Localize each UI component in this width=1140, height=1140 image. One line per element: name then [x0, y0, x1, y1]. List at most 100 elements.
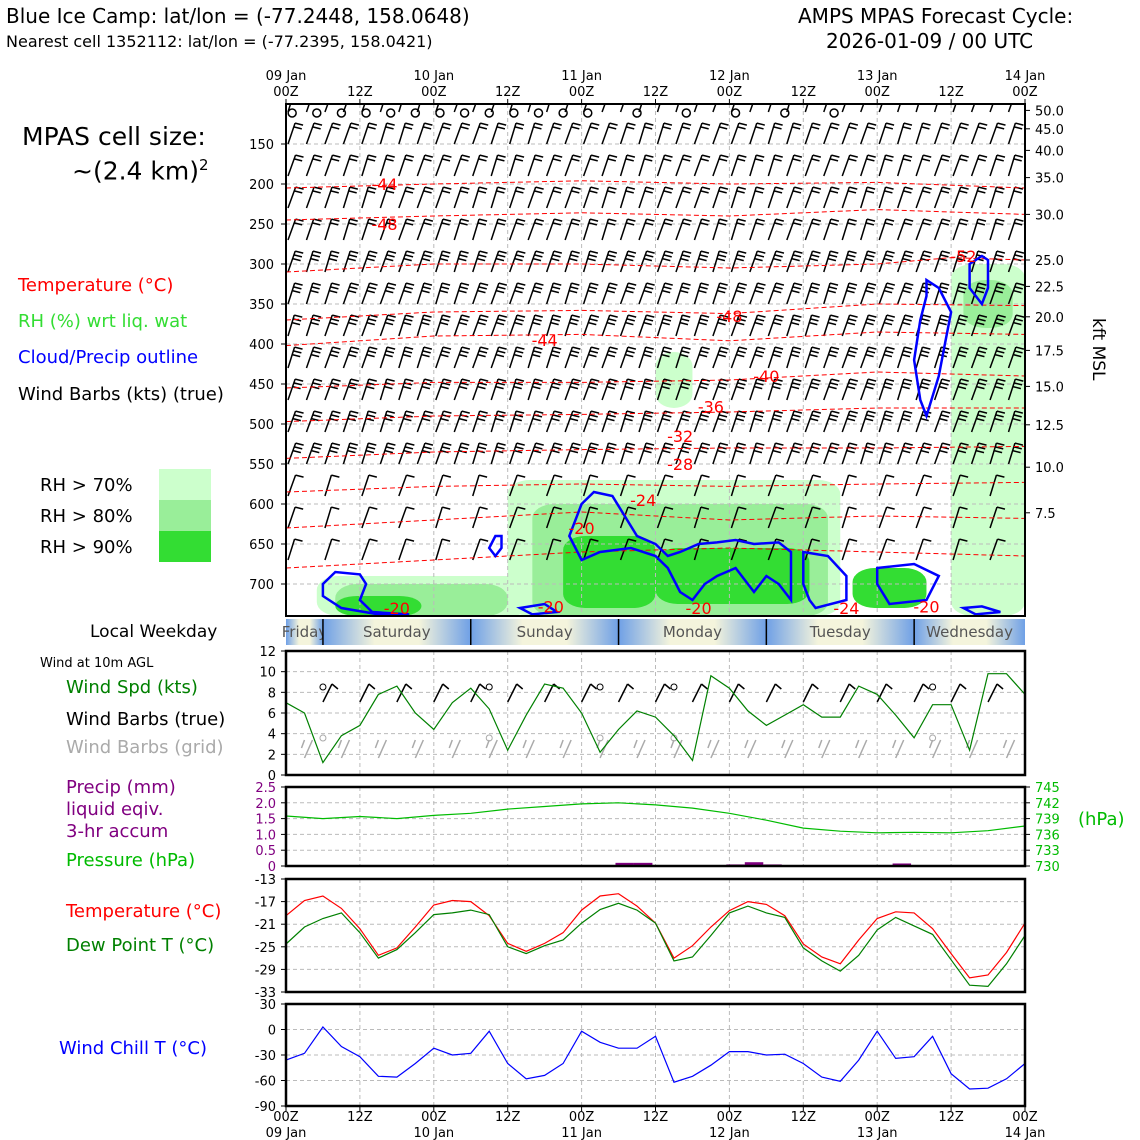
- wind-barb-flag: [827, 289, 836, 294]
- wind-barb-true: [691, 683, 703, 703]
- wind-barb-flag: [295, 442, 304, 446]
- wind-barb-flag: [811, 314, 820, 318]
- wind-barb-flag: [717, 321, 726, 326]
- wind-barb-flag: [609, 314, 618, 318]
- wind-barb: [1027, 219, 1034, 240]
- wind-barb-flag: [920, 417, 929, 422]
- wind-barb-flag: [848, 350, 857, 354]
- wind-barb-flag: [608, 442, 617, 446]
- wind-barb: [1027, 539, 1035, 560]
- wind-barb-flag: [997, 378, 1006, 382]
- wind-barb-flag: [404, 254, 414, 258]
- wind-barb-flag: [812, 218, 822, 222]
- wind-barb-flag: [421, 417, 431, 422]
- wind-barb-flag: [775, 282, 785, 286]
- wind-barb-flag: [959, 190, 968, 194]
- wind-barb-flag: [717, 449, 726, 454]
- isotherm: [286, 511, 1025, 529]
- wind-barb-flag: [607, 446, 616, 450]
- wind-barb: [416, 104, 421, 113]
- wind-barb: [841, 104, 846, 113]
- wind-barb-flag: [979, 346, 988, 350]
- wind-barb-flag: [849, 346, 859, 350]
- forecast-cycle-date: 2026-01-09 / 00 UTC: [826, 29, 1034, 53]
- wind-barb-flag: [976, 222, 986, 226]
- windchill-line: [285, 1026, 1026, 1090]
- wind-barb-flag: [570, 318, 579, 322]
- wind-barb-flag: [719, 382, 728, 386]
- wind-barb-flag: [959, 474, 969, 478]
- wind-barb-flag: [793, 154, 803, 158]
- y-tick-label: -25: [255, 941, 276, 956]
- y-tick-label: 550: [249, 458, 274, 473]
- wind-barb-flag: [330, 414, 340, 418]
- wind-barb-flag: [313, 410, 323, 414]
- wind-barb-flag: [624, 385, 634, 390]
- wind-barb-flag: [497, 186, 506, 190]
- wind-barb-flag: [923, 442, 932, 446]
- wind-barb-flag: [736, 446, 745, 450]
- wind-barb-flag: [737, 286, 746, 290]
- wind-barb-flag: [626, 154, 636, 158]
- wind-barb-flag: [664, 538, 673, 542]
- wind-barb-flag: [942, 218, 951, 222]
- wind-barbs-grid-label: Wind Barbs (grid): [66, 737, 224, 758]
- wind-barb-flag: [791, 417, 800, 422]
- wind-barb-flag: [903, 446, 912, 450]
- wind-barb-flag: [681, 350, 690, 354]
- wind-barb: [361, 474, 370, 497]
- wind-barb-grid: [673, 739, 683, 759]
- wind-barb-flag: [848, 474, 857, 478]
- wind-barb-flag: [572, 410, 581, 414]
- y-tick-label: 1.5: [255, 813, 276, 828]
- wind-barb-flag: [774, 254, 783, 258]
- wind-barb-flag: [517, 474, 526, 478]
- wind-barb-grid-flag: [1002, 739, 1008, 749]
- weekday-label: Local Weekday: [90, 622, 218, 642]
- wind-barb: [527, 104, 532, 113]
- wind-barb-flag: [292, 257, 301, 262]
- wind-barb-flag: [682, 250, 692, 254]
- wind-barb-flag: [681, 286, 690, 290]
- wind-barb-flag: [720, 314, 729, 318]
- wind-barb-flag: [645, 154, 654, 158]
- wind-barb: [582, 104, 588, 113]
- wind-barb: [435, 506, 443, 529]
- wind-barb-grid-flag: [559, 739, 564, 749]
- wind-barb-flag: [330, 318, 340, 322]
- wind-barb-flag: [662, 350, 671, 354]
- wind-speed-line: [285, 673, 1026, 764]
- wind-barb: [841, 474, 850, 497]
- wind-barb-flag: [440, 286, 450, 290]
- wind-barb: [472, 104, 477, 113]
- wind-barb-flag: [885, 218, 895, 222]
- wind-barb-flag: [477, 446, 487, 450]
- wind-barb-flag: [847, 446, 857, 450]
- wind-barb-flag: [848, 382, 857, 386]
- wind-barb-true-flag: [627, 683, 635, 690]
- wind-barb-flag: [811, 158, 820, 162]
- wind-barb-flag: [996, 250, 1006, 254]
- wind-barb-flag: [571, 446, 580, 450]
- wind-barb-flag: [959, 314, 968, 318]
- wind-barb: [324, 506, 332, 529]
- wind-barb-flag: [589, 446, 598, 450]
- wind-barb-flag: [812, 186, 822, 190]
- wind-barb-flag: [828, 417, 837, 422]
- y-tick-label: 2: [268, 748, 276, 763]
- y-tick-label: 500: [249, 418, 274, 433]
- wind-barb-flag: [515, 410, 525, 414]
- wind-barb-flag: [699, 318, 709, 322]
- wind-barb-flag: [424, 186, 434, 190]
- wind-barb-flag: [328, 257, 338, 262]
- wind-barb-flag: [809, 417, 819, 422]
- wind-barb-flag: [350, 378, 360, 382]
- wind-barb-flag: [424, 218, 434, 222]
- wind-barb-flag: [406, 474, 415, 478]
- wind-barb: [952, 506, 961, 529]
- wind-barb-flag: [478, 254, 487, 258]
- wind-barb: [989, 104, 994, 113]
- wind-barb-flag: [809, 353, 818, 358]
- wind-barb-flag: [349, 186, 359, 190]
- panel-frame: [284, 649, 1027, 777]
